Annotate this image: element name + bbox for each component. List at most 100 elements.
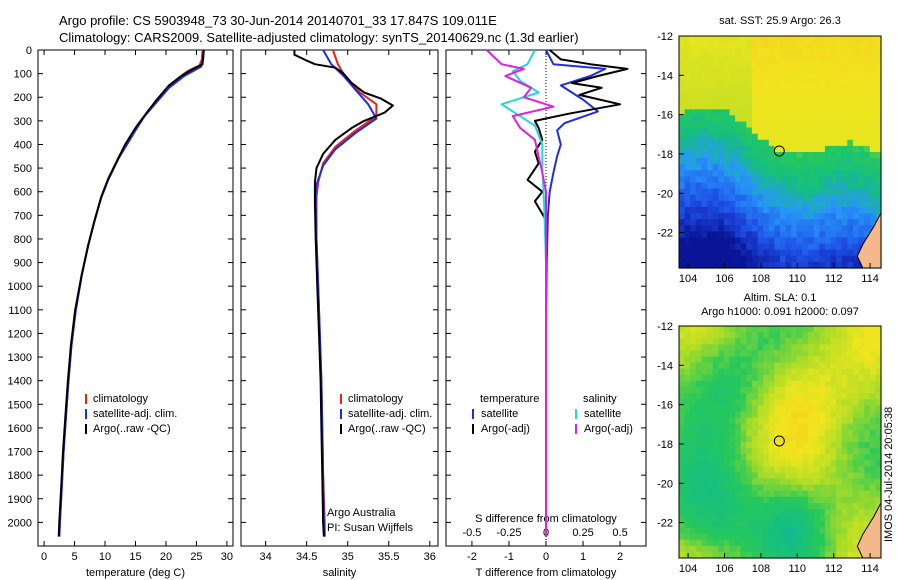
map-cell	[768, 344, 775, 351]
map-cell	[707, 387, 714, 394]
sst_map-frame	[678, 35, 882, 269]
map-cell	[723, 454, 731, 461]
map-cell	[740, 338, 747, 345]
map-cell	[735, 78, 742, 86]
map-cell	[757, 429, 764, 437]
map-cell	[763, 127, 770, 135]
map-cell	[864, 478, 871, 486]
map-cell	[813, 231, 820, 239]
map-cell	[858, 338, 865, 345]
map-cell	[774, 338, 781, 345]
map-cell	[712, 261, 719, 269]
map-cell	[824, 460, 832, 467]
temperature-xtick-label: 0	[41, 551, 47, 563]
map-cell	[695, 249, 702, 257]
map-cell	[763, 448, 770, 455]
map-cell	[858, 66, 865, 74]
map-cell	[718, 261, 725, 269]
map-cell	[701, 435, 708, 443]
map-cell	[836, 423, 843, 431]
map-cell	[735, 243, 742, 251]
map-cell	[869, 158, 876, 165]
map-cell	[819, 460, 826, 467]
map-cell	[852, 249, 860, 257]
map-cell	[740, 472, 747, 480]
map-cell	[802, 42, 809, 49]
map-cell	[712, 170, 719, 177]
map-cell	[690, 350, 697, 358]
map-cell	[712, 545, 719, 553]
map-cell	[808, 521, 815, 529]
map-cell	[712, 551, 719, 559]
map-cell	[824, 66, 832, 74]
map-cell	[679, 326, 686, 333]
map-cell	[819, 139, 826, 147]
map-cell	[802, 545, 809, 553]
map-cell	[735, 60, 742, 68]
map-cell	[774, 54, 781, 61]
map-cell	[802, 54, 809, 61]
map-cell	[695, 84, 702, 92]
map-cell	[684, 54, 691, 61]
map-cell	[701, 332, 708, 339]
map-cell	[808, 231, 815, 239]
map-cell	[751, 42, 759, 49]
map-cell	[841, 411, 848, 419]
map-cell	[780, 545, 787, 553]
map-cell	[729, 411, 736, 419]
map-cell	[819, 133, 826, 141]
map-cell	[791, 194, 798, 202]
map-cell	[729, 243, 736, 251]
map-cell	[718, 255, 725, 263]
map-cell	[819, 454, 826, 461]
map-cell	[679, 225, 686, 232]
map-cell	[774, 188, 781, 196]
map-cell	[740, 90, 747, 98]
map-cell	[707, 97, 714, 104]
map-cell	[735, 332, 742, 339]
map-cell	[841, 54, 848, 61]
map-cell	[695, 545, 702, 553]
map-cell	[707, 472, 714, 480]
map-cell	[819, 429, 826, 437]
map-cell	[746, 362, 753, 370]
sst_map-ytick-label: -12	[657, 31, 673, 43]
map-cell	[830, 200, 837, 208]
map-cell	[785, 115, 792, 123]
map-cell	[836, 36, 843, 43]
temperature-xtick-label: 15	[129, 551, 141, 563]
map-cell	[802, 255, 809, 263]
map-cell	[718, 539, 725, 547]
map-cell	[729, 255, 736, 263]
map-cell	[875, 72, 882, 80]
map-cell	[796, 90, 803, 98]
map-cell	[864, 231, 871, 239]
map-cell	[718, 362, 725, 370]
map-cell	[684, 448, 691, 455]
map-cell	[813, 496, 820, 504]
map-cell	[780, 42, 787, 49]
map-cell	[875, 374, 882, 382]
map-cell	[830, 164, 837, 171]
map-cell	[768, 503, 775, 510]
map-cell	[740, 423, 747, 431]
map-cell	[679, 515, 686, 522]
map-cell	[841, 109, 848, 116]
map-cell	[791, 219, 798, 226]
map-cell	[875, 182, 882, 190]
map-cell	[836, 405, 843, 413]
map-cell	[690, 490, 697, 498]
map-cell	[841, 533, 848, 541]
map-cell	[718, 374, 725, 382]
map-cell	[751, 448, 759, 455]
map-cell	[841, 356, 848, 364]
map-cell	[836, 127, 843, 135]
map-cell	[729, 42, 736, 49]
map-cell	[841, 170, 848, 177]
map-cell	[712, 326, 719, 333]
map-cell	[684, 139, 691, 147]
map-cell	[684, 393, 691, 400]
map-cell	[785, 158, 792, 165]
map-cell	[723, 460, 731, 467]
map-cell	[751, 350, 759, 358]
